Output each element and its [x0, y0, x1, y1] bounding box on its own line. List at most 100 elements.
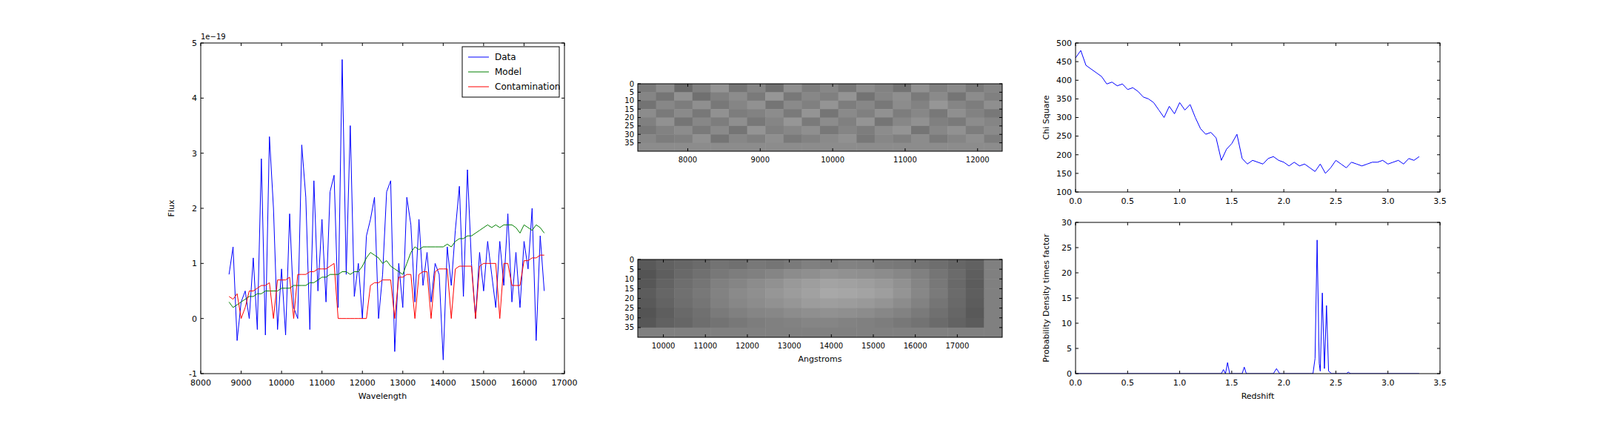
cell: [911, 117, 930, 127]
cell: [728, 134, 748, 143]
x-tick: [1179, 42, 1180, 46]
x-tick-label: 15000: [861, 341, 886, 350]
cell: [838, 268, 858, 280]
cell: [710, 288, 729, 299]
plot-area: [1075, 50, 1420, 174]
y-tick: [1075, 348, 1079, 349]
cell: [692, 308, 712, 319]
cell: [911, 83, 930, 93]
y-tick: [1075, 61, 1079, 63]
cell: [856, 108, 875, 118]
y-tick: [999, 307, 1003, 309]
cell: [856, 317, 875, 329]
cell: [911, 259, 930, 270]
y-tick: [1437, 348, 1440, 349]
legend-label: Data: [494, 51, 517, 63]
y-tick: [1075, 117, 1079, 118]
y-tick-label: 25: [624, 303, 635, 312]
y-tick: [637, 134, 641, 135]
cell: [656, 259, 675, 270]
x-tick: [705, 334, 706, 338]
cell: [801, 317, 820, 329]
axes-frame: [1075, 222, 1440, 374]
cell: [892, 83, 912, 93]
cell: [710, 317, 729, 329]
x-tick: [482, 370, 484, 374]
y-tick-label: 15: [1061, 293, 1072, 303]
cell: [947, 317, 966, 329]
cell: [637, 83, 657, 93]
x-tick-label: 1.0: [1173, 377, 1187, 388]
y-tick: [999, 134, 1003, 135]
cell: [747, 125, 766, 135]
cell: [710, 83, 729, 93]
cell: [801, 100, 820, 110]
y-tick: [1437, 154, 1440, 155]
cell: [856, 134, 875, 143]
y-tick: [999, 142, 1003, 143]
cell: [965, 327, 985, 338]
cell: [674, 288, 693, 299]
cell: [765, 308, 784, 319]
cell: [929, 278, 949, 289]
x-tick: [523, 42, 525, 46]
x-tick: [788, 334, 790, 338]
y-tick: [1075, 98, 1079, 100]
cell: [911, 142, 930, 152]
cell: [983, 100, 1003, 110]
cell: [656, 288, 675, 299]
cell: [856, 308, 875, 319]
x-tick-label: 0.5: [1121, 196, 1135, 206]
cell: [911, 108, 930, 118]
cell: [983, 278, 1003, 289]
y-tick: [1437, 117, 1440, 118]
cell: [747, 278, 766, 289]
y-tick: [1075, 154, 1079, 155]
cell: [692, 288, 712, 299]
y-tick: [1437, 297, 1440, 299]
y-tick: [1075, 322, 1079, 324]
cell: [856, 91, 875, 101]
y-tick-label: 250: [1056, 131, 1072, 141]
cell: [728, 268, 748, 280]
y-tick-label: 0: [191, 314, 198, 324]
y-tick: [999, 268, 1003, 270]
x-tick-label: 3.0: [1381, 196, 1395, 206]
y-tick: [200, 208, 204, 209]
cell: [783, 268, 803, 280]
x-tick-label: 8000: [190, 377, 212, 388]
y-tick: [561, 208, 565, 209]
y-tick: [561, 152, 565, 154]
cell: [692, 142, 712, 152]
cell: [874, 91, 894, 101]
x-tick: [1335, 42, 1337, 46]
x-tick: [1440, 188, 1441, 192]
cell: [983, 108, 1003, 118]
y-tick: [1437, 373, 1440, 375]
cell: [892, 134, 912, 143]
cell: [783, 117, 803, 127]
x-tick: [402, 42, 403, 46]
cell: [892, 259, 912, 270]
cell: [637, 259, 657, 270]
y-tick: [561, 42, 565, 44]
cell: [892, 317, 912, 329]
x-tick: [321, 42, 323, 46]
y-tick: [1075, 42, 1079, 44]
cell: [820, 91, 839, 101]
plot-area: [1075, 240, 1420, 374]
x-tick: [1231, 222, 1232, 226]
cell: [728, 327, 748, 338]
cell: [911, 278, 930, 289]
cell: [911, 268, 930, 280]
x-tick: [442, 42, 444, 46]
plot-area: [637, 259, 1003, 338]
y-tick: [1075, 222, 1079, 223]
cell: [692, 100, 712, 110]
y-tick-label: 35: [624, 138, 635, 147]
x-tick: [788, 259, 790, 263]
y-tick: [999, 278, 1003, 280]
y-tick: [999, 297, 1003, 299]
y-tick: [1075, 272, 1079, 274]
cell: [674, 91, 693, 101]
